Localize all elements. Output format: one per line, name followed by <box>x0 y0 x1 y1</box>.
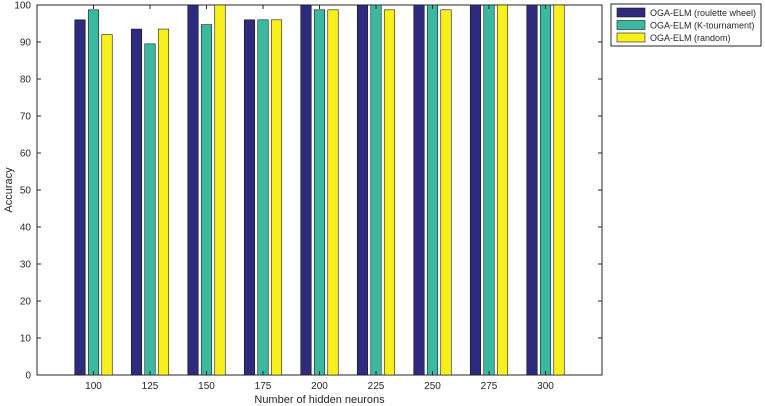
legend: OGA-ELM (roulette wheel) OGA-ELM (K-tourn… <box>610 3 762 47</box>
x-tick-label: 225 <box>368 381 385 392</box>
bar-1-275 <box>469 4 482 376</box>
x-tick-label: 125 <box>142 381 159 392</box>
bar-3-175 <box>270 19 283 376</box>
legend-swatch-3 <box>616 32 646 43</box>
y-tick-label: 60 <box>20 149 32 160</box>
bar-2-150 <box>200 24 213 376</box>
bar-1-250 <box>413 4 425 376</box>
x-tick-label: 175 <box>255 381 272 392</box>
bar-1-125 <box>130 28 143 376</box>
y-tick-label: 20 <box>20 297 32 308</box>
bars-group <box>74 4 565 376</box>
bar-2-225 <box>370 4 382 376</box>
y-axis-label: Accuracy <box>3 167 15 213</box>
legend-label-2: OGA-ELM (K-tournament) <box>650 21 755 31</box>
bar-3-300 <box>553 4 565 376</box>
bar-3-250 <box>440 9 452 376</box>
y-axis: 0 10 20 30 40 50 60 70 80 90 100 <box>14 1 602 382</box>
bar-1-150 <box>187 4 199 376</box>
x-tick-label: 275 <box>481 381 498 392</box>
bar-3-275 <box>496 4 509 376</box>
bar-2-125 <box>144 43 156 376</box>
legend-swatch-1 <box>616 7 646 18</box>
bar-1-225 <box>356 4 369 376</box>
bar-1-175 <box>243 19 256 376</box>
y-tick-label: 100 <box>14 1 31 12</box>
y-tick-label: 70 <box>20 112 32 123</box>
legend-swatch-2 <box>616 20 646 30</box>
bar-1-300 <box>526 4 538 376</box>
x-axis: 100 125 150 175 200 225 250 275 300 <box>85 5 554 392</box>
y-tick-label: 80 <box>20 75 32 86</box>
x-tick-label: 250 <box>424 381 441 392</box>
bar-2-175 <box>257 19 269 376</box>
bar-2-250 <box>426 4 439 376</box>
bar-2-200 <box>313 9 326 376</box>
legend-label-3: OGA-ELM (random) <box>650 33 731 43</box>
y-tick-label: 0 <box>25 371 31 382</box>
bar-3-225 <box>383 9 396 376</box>
x-tick-label: 150 <box>198 381 215 392</box>
y-tick-label: 40 <box>20 223 32 234</box>
bar-1-200 <box>300 4 312 376</box>
x-tick-label: 100 <box>85 381 102 392</box>
x-tick-label: 200 <box>311 381 328 392</box>
legend-label-1: OGA-ELM (roulette wheel) <box>650 8 756 18</box>
x-axis-label: Number of hidden neurons <box>254 394 385 406</box>
y-tick-label: 90 <box>20 38 32 49</box>
bar-3-100 <box>101 34 113 376</box>
bar-3-125 <box>157 28 170 376</box>
y-tick-label: 30 <box>20 260 32 271</box>
y-tick-label: 50 <box>20 186 32 197</box>
bar-2-300 <box>539 4 552 376</box>
bar-2-275 <box>483 4 495 376</box>
bar-3-200 <box>327 9 339 376</box>
y-tick-label: 10 <box>20 334 32 345</box>
bar-2-100 <box>87 9 100 376</box>
x-tick-label: 300 <box>537 381 554 392</box>
bar-1-100 <box>74 19 86 376</box>
bar-3-150 <box>214 4 226 376</box>
